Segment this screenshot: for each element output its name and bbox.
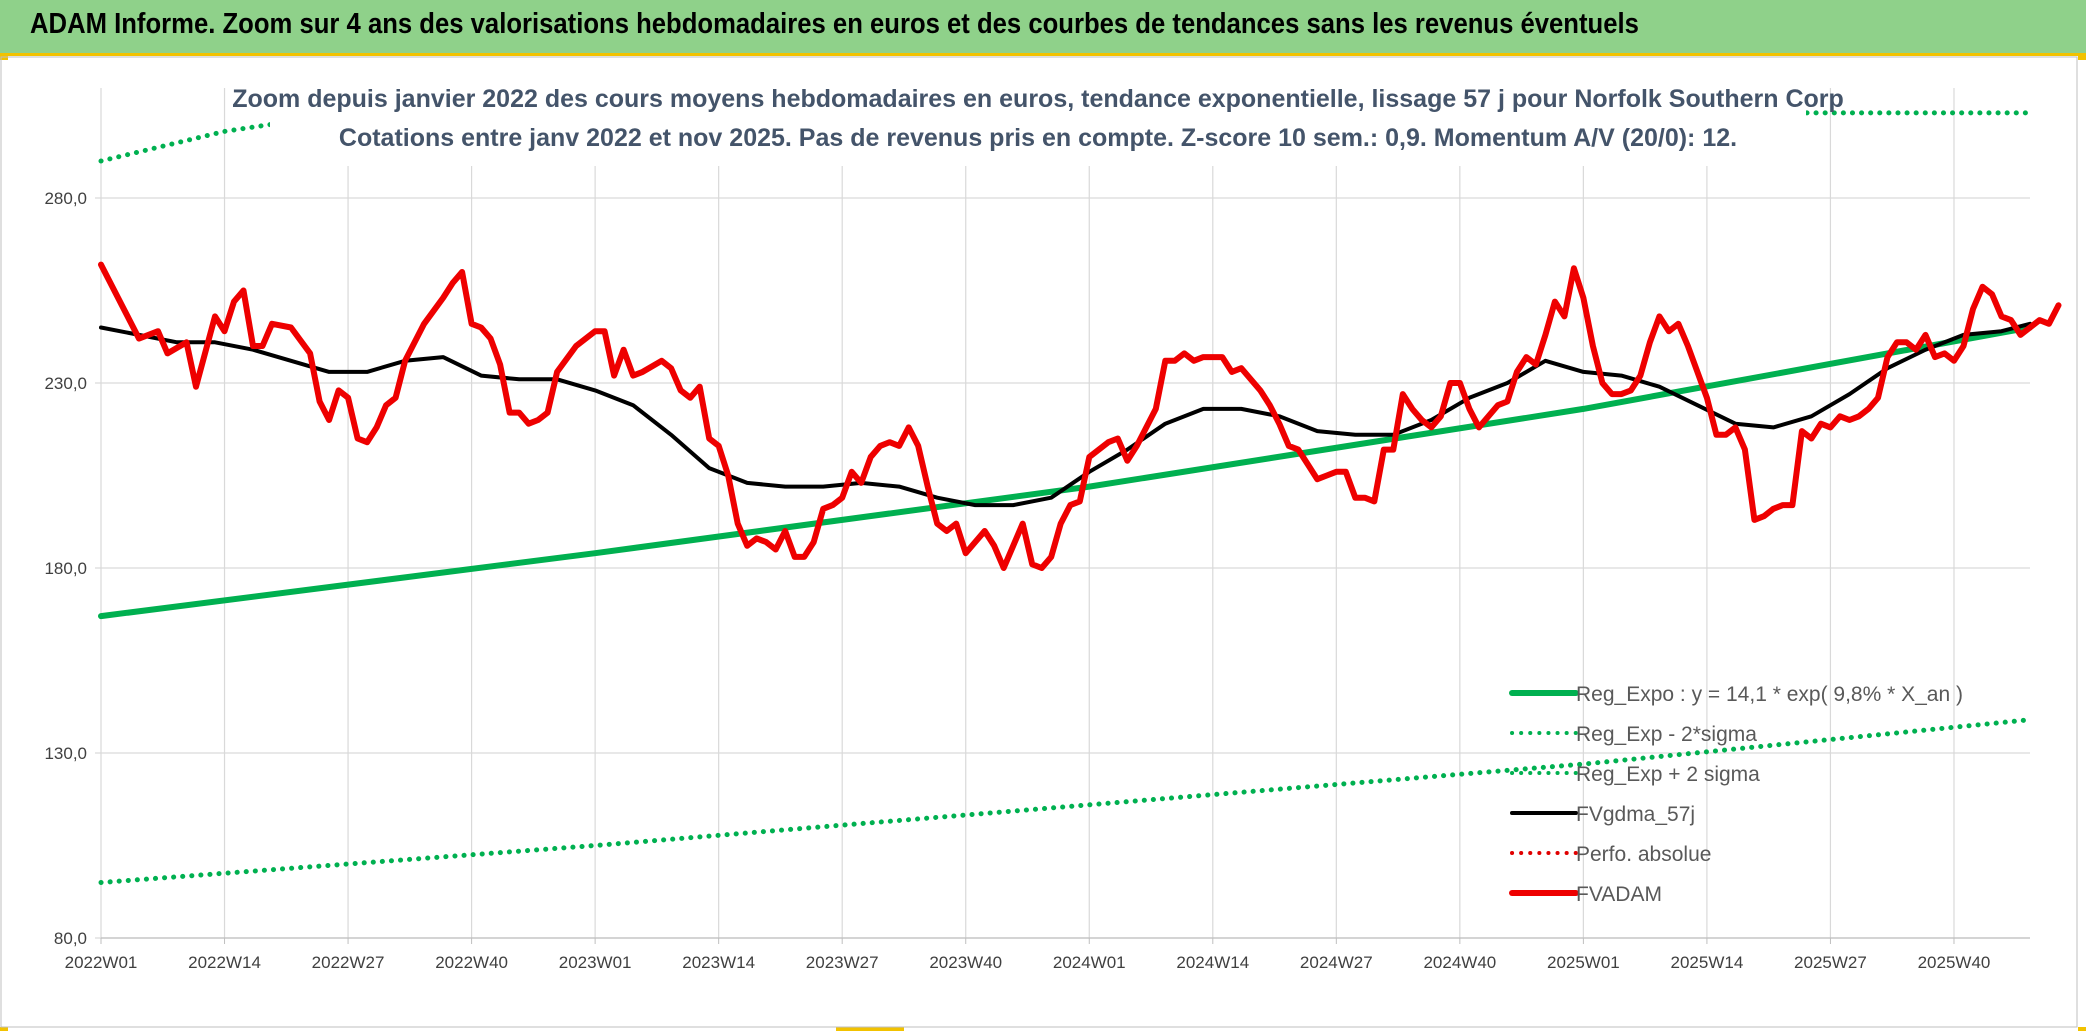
legend-label-1: Reg_Exp - 2*sigma <box>1576 723 1757 746</box>
corner-mark-top-right <box>2078 56 2086 60</box>
legend-label-0: Reg_Expo : y = 14,1 * exp( 9,8% * X_an ) <box>1576 683 1963 706</box>
corner-mark-bottom-center <box>836 1027 904 1031</box>
x-tick-label: 2023W01 <box>559 953 632 972</box>
grid-lines <box>0 56 2078 1028</box>
x-tick-label: 2025W40 <box>1918 953 1991 972</box>
y-tick-label: 180,0 <box>44 559 87 578</box>
legend-label-4: Perfo. absolue <box>1576 843 1711 866</box>
corner-mark-bottom-left <box>0 1027 8 1031</box>
chart-title: Zoom depuis janvier 2022 des cours moyen… <box>232 85 1844 113</box>
x-tick-label: 2025W01 <box>1547 953 1620 972</box>
legend-label-5: FVADAM <box>1576 883 1662 906</box>
corner-mark-top-left <box>0 56 8 60</box>
series-lines <box>98 76 2062 885</box>
x-tick-label: 2022W27 <box>312 953 385 972</box>
x-tick-label: 2024W14 <box>1176 953 1249 972</box>
series-line-0 <box>98 324 2033 620</box>
x-tick-label: 2025W14 <box>1671 953 1744 972</box>
x-tick-label: 2022W14 <box>188 953 261 972</box>
y-tick-label: 280,0 <box>44 189 87 208</box>
y-tick-label: 80,0 <box>54 929 87 948</box>
legend: Reg_Expo : y = 14,1 * exp( 9,8% * X_an )… <box>1509 683 1963 906</box>
chart-titles: Zoom depuis janvier 2022 des cours moyen… <box>232 85 1844 152</box>
series-line-5 <box>98 261 2062 571</box>
chart-border <box>0 56 2078 1028</box>
series-line-2 <box>98 110 2033 164</box>
y-tick-label: 130,0 <box>44 744 87 763</box>
series-line-1 <box>98 717 2033 885</box>
legend-label-3: FVgdma_57j <box>1576 803 1695 826</box>
x-tick-label: 2024W01 <box>1053 953 1126 972</box>
x-tick-label: 2023W14 <box>682 953 755 972</box>
x-tick-label: 2024W40 <box>1423 953 1496 972</box>
x-tick-label: 2024W27 <box>1300 953 1373 972</box>
line-chart: 280,0 230,0 180,0 130,0 80,0 2022W01 2022W14 20… <box>0 56 2078 1028</box>
report-header: ADAM Informe. Zoom sur 4 ans des valoris… <box>0 0 2086 56</box>
report-title: ADAM Informe. Zoom sur 4 ans des valoris… <box>30 8 1639 40</box>
chart-subtitle: Cotations entre janv 2022 et nov 2025. P… <box>339 124 1737 152</box>
legend-label-2: Reg_Exp + 2 sigma <box>1576 763 1760 786</box>
series-line-3 <box>99 321 2032 508</box>
y-tick-label: 230,0 <box>44 374 87 393</box>
x-tick-label: 2023W27 <box>806 953 879 972</box>
x-tick-label: 2022W01 <box>65 953 138 972</box>
title-background <box>270 76 1806 166</box>
axes: 280,0 230,0 180,0 130,0 80,0 2022W01 2022W14 20… <box>44 189 2030 972</box>
corner-mark-bottom-right <box>2078 1027 2086 1031</box>
x-tick-label: 2022W40 <box>435 953 508 972</box>
x-tick-label: 2023W40 <box>929 953 1002 972</box>
x-tick-label: 2025W27 <box>1794 953 1867 972</box>
